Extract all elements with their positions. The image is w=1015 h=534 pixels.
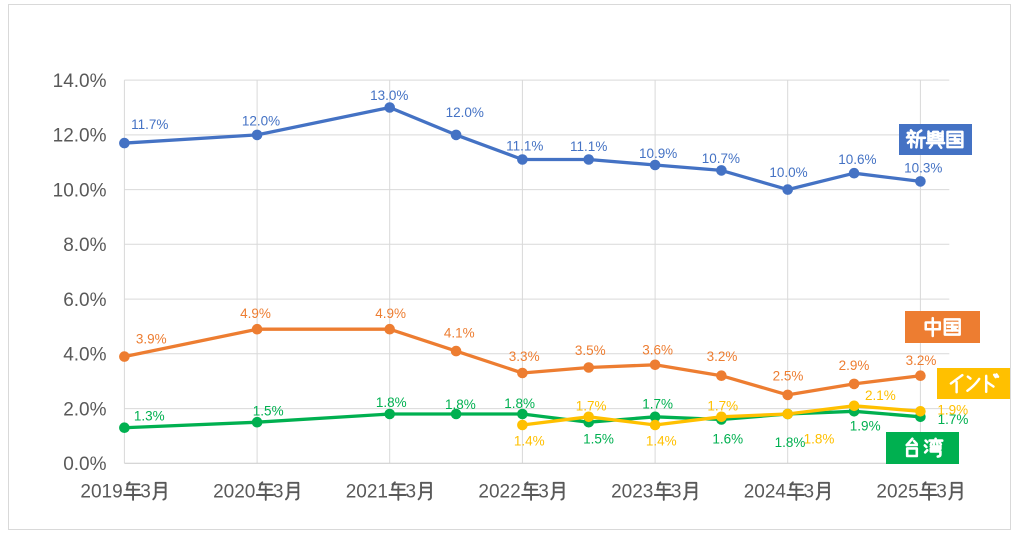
svg-text:6.0%: 6.0%: [63, 290, 106, 311]
svg-text:3: 3: [538, 482, 549, 503]
svg-text:11.1%: 11.1%: [570, 139, 607, 154]
svg-text:0.0%: 0.0%: [63, 454, 106, 475]
svg-text:8.0%: 8.0%: [63, 235, 106, 256]
svg-text:1.8%: 1.8%: [804, 431, 835, 446]
svg-text:4.1%: 4.1%: [444, 325, 475, 340]
svg-text:1.8%: 1.8%: [775, 435, 806, 450]
svg-text:3: 3: [804, 482, 815, 503]
svg-text:12.0%: 12.0%: [53, 126, 107, 147]
svg-text:3.2%: 3.2%: [906, 353, 937, 368]
svg-text:2021: 2021: [346, 482, 388, 503]
svg-text:2019: 2019: [80, 482, 122, 503]
svg-text:10.3%: 10.3%: [904, 161, 942, 176]
svg-text:4.0%: 4.0%: [63, 345, 106, 366]
svg-text:12.0%: 12.0%: [242, 114, 280, 129]
svg-text:3.6%: 3.6%: [642, 342, 673, 357]
svg-text:2020: 2020: [213, 482, 255, 503]
svg-text:3: 3: [406, 482, 417, 503]
svg-text:4.9%: 4.9%: [240, 306, 271, 321]
svg-text:3.5%: 3.5%: [575, 343, 606, 358]
svg-text:1.9%: 1.9%: [850, 418, 881, 433]
svg-text:1.5%: 1.5%: [583, 431, 614, 446]
svg-text:2.0%: 2.0%: [63, 399, 106, 420]
svg-text:10.9%: 10.9%: [639, 146, 677, 161]
svg-text:3.9%: 3.9%: [136, 332, 167, 347]
svg-text:3: 3: [273, 482, 284, 503]
svg-text:12.0%: 12.0%: [446, 105, 484, 120]
svg-text:10.0%: 10.0%: [53, 180, 107, 201]
svg-text:1.9%: 1.9%: [937, 403, 968, 418]
svg-text:14.0%: 14.0%: [53, 71, 107, 92]
svg-text:1.7%: 1.7%: [707, 399, 738, 414]
svg-text:1.7%: 1.7%: [576, 399, 607, 414]
svg-text:10.6%: 10.6%: [838, 152, 876, 167]
svg-text:10.0%: 10.0%: [769, 165, 807, 180]
svg-text:1.5%: 1.5%: [253, 404, 284, 419]
svg-text:13.0%: 13.0%: [370, 88, 408, 103]
svg-text:11.7%: 11.7%: [131, 117, 168, 132]
svg-text:1.4%: 1.4%: [646, 433, 677, 448]
svg-text:1.7%: 1.7%: [642, 397, 673, 412]
svg-text:1.7%: 1.7%: [938, 412, 969, 427]
svg-text:1.3%: 1.3%: [134, 408, 165, 423]
svg-text:3: 3: [936, 482, 947, 503]
svg-text:2.1%: 2.1%: [865, 388, 896, 403]
svg-text:1.8%: 1.8%: [504, 396, 535, 411]
svg-text:3.2%: 3.2%: [707, 349, 738, 364]
svg-text:2.9%: 2.9%: [839, 358, 870, 373]
svg-text:3: 3: [671, 482, 682, 503]
svg-text:2.5%: 2.5%: [773, 368, 804, 383]
svg-text:1.8%: 1.8%: [445, 397, 476, 412]
svg-text:2024: 2024: [744, 482, 787, 503]
svg-text:1.4%: 1.4%: [514, 433, 545, 448]
svg-text:4.9%: 4.9%: [375, 306, 406, 321]
svg-text:1.8%: 1.8%: [376, 395, 407, 410]
svg-text:11.1%: 11.1%: [506, 138, 543, 153]
svg-text:3: 3: [140, 482, 151, 503]
svg-text:1.6%: 1.6%: [712, 431, 743, 446]
svg-text:2023: 2023: [611, 482, 653, 503]
svg-text:2022: 2022: [478, 482, 520, 503]
svg-text:2025: 2025: [876, 482, 918, 503]
svg-text:3.3%: 3.3%: [509, 349, 540, 364]
svg-text:10.7%: 10.7%: [702, 151, 740, 166]
